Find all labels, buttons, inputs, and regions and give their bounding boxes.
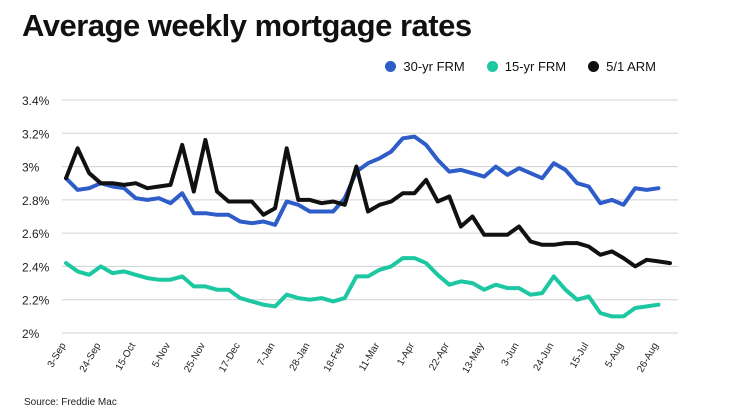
legend-item-15yr: 15-yr FRM bbox=[486, 59, 567, 74]
x-axis: 3-Sep 24-Sep 15-Oct 5-Nov 25-Nov 17-Dec 7-Jan 2… bbox=[46, 340, 661, 375]
x-tick-label: 15-Jul bbox=[568, 341, 591, 370]
legend-marker-arm bbox=[588, 61, 600, 72]
x-tick-label: 7-Jan bbox=[256, 341, 278, 368]
y-axis: 2% 2.2% 2.4% 2.6% 2.8% 3% 3.2% 3.4% bbox=[22, 94, 50, 341]
legend-label-15yr: 15-yr FRM bbox=[504, 59, 567, 74]
series-layer bbox=[64, 134, 672, 319]
legend-label-30yr: 30-yr FRM bbox=[403, 59, 465, 74]
y-tick-label: 3% bbox=[22, 161, 40, 175]
legend-marker-15yr bbox=[486, 61, 498, 72]
legend-label-arm: 5/1 ARM bbox=[606, 59, 656, 74]
x-tick-label: 1-Apr bbox=[395, 340, 417, 367]
x-tick-label: 17-Dec bbox=[217, 341, 243, 374]
y-tick-label: 2.6% bbox=[22, 227, 50, 241]
x-tick-label: 28-Jan bbox=[288, 341, 313, 373]
series-line-2 bbox=[64, 137, 672, 269]
legend-item-arm: 5/1 ARM bbox=[588, 59, 656, 74]
x-tick-label: 15-Oct bbox=[114, 341, 139, 373]
x-tick-label: 25-Nov bbox=[182, 341, 208, 374]
x-tick-label: 24-Sep bbox=[78, 341, 104, 375]
y-tick-label: 2.8% bbox=[22, 194, 50, 208]
y-tick-label: 2.4% bbox=[22, 260, 50, 274]
x-tick-label: 13-May bbox=[461, 341, 487, 375]
x-tick-label: 11-Mar bbox=[357, 340, 382, 373]
x-tick-label: 24-Jun bbox=[532, 341, 557, 373]
x-tick-label: 26-Aug bbox=[635, 341, 661, 374]
legend-marker-30yr bbox=[385, 61, 397, 72]
chart-legend: 30-yr FRM 15-yr FRM 5/1 ARM bbox=[385, 59, 656, 74]
x-tick-label: 3-Jun bbox=[500, 341, 522, 368]
series-line-0 bbox=[64, 134, 661, 227]
y-tick-label: 2% bbox=[22, 327, 40, 341]
x-tick-label: 22-Apr bbox=[427, 340, 452, 372]
x-tick-label: 3-Sep bbox=[46, 341, 69, 370]
source-note: Source: Freddie Mac bbox=[24, 397, 117, 408]
legend-item-30yr: 30-yr FRM bbox=[385, 59, 465, 74]
y-tick-label: 2.2% bbox=[22, 294, 50, 308]
y-tick-label: 3.4% bbox=[22, 94, 50, 108]
x-tick-label: 5-Aug bbox=[603, 341, 626, 370]
chart-title: Average weekly mortgage rates bbox=[22, 8, 472, 43]
series-line-1 bbox=[64, 256, 661, 319]
x-tick-label: 5-Nov bbox=[150, 341, 173, 370]
y-tick-label: 3.2% bbox=[22, 127, 50, 141]
x-tick-label: 18-Feb bbox=[322, 341, 348, 374]
